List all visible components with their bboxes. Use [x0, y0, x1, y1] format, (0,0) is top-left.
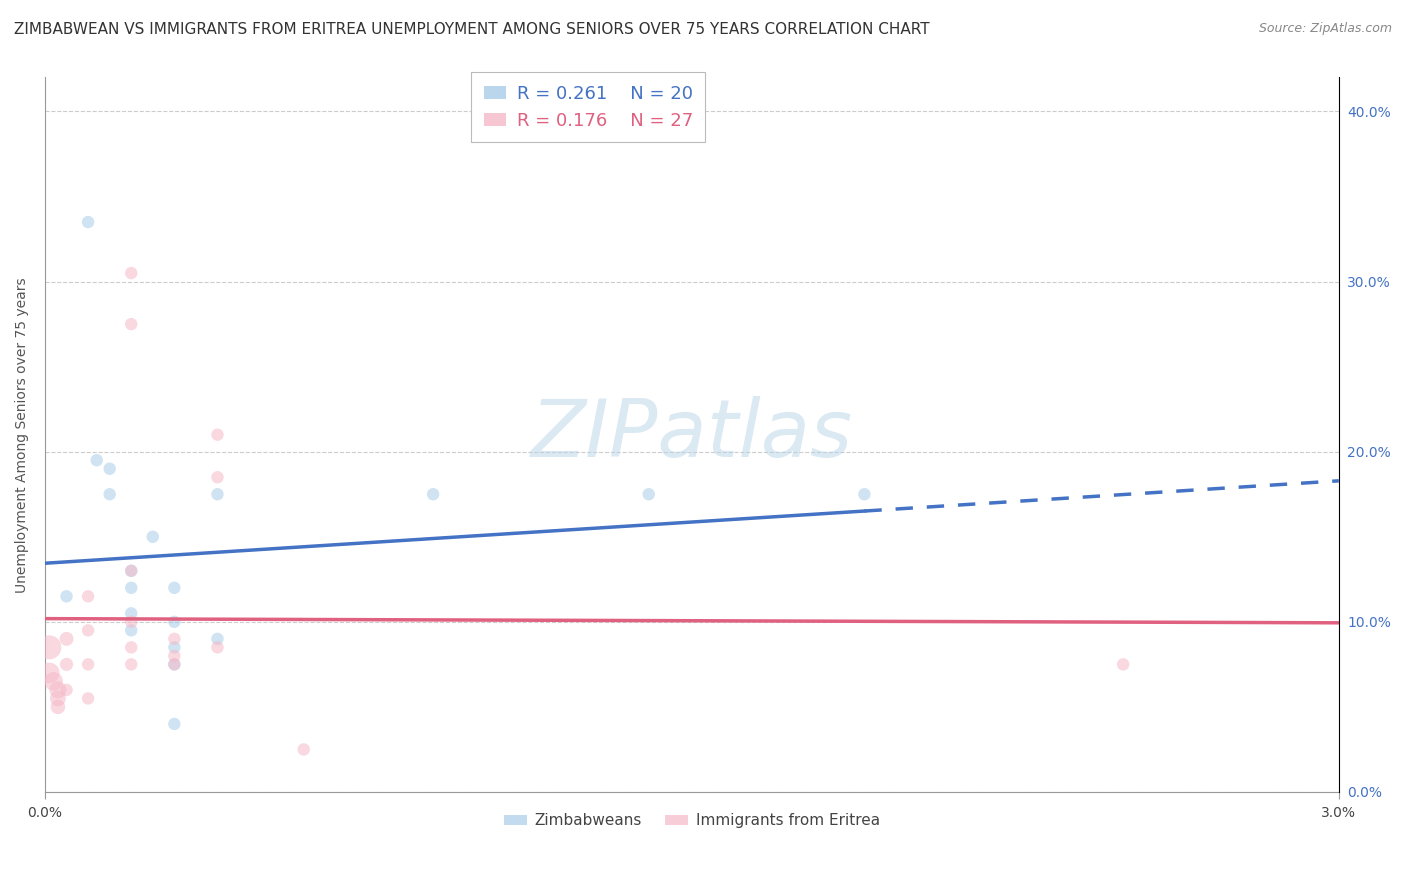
- Point: [1112, 657, 1135, 672]
- Point: [46, 691, 69, 706]
- Point: [163, 717, 186, 731]
- Point: [207, 427, 229, 442]
- Point: [55, 657, 77, 672]
- Point: [98, 461, 121, 475]
- Text: Source: ZipAtlas.com: Source: ZipAtlas.com: [1258, 22, 1392, 36]
- Point: [163, 657, 186, 672]
- Point: [163, 648, 186, 663]
- Point: [163, 657, 186, 672]
- Point: [422, 487, 444, 501]
- Point: [46, 699, 69, 714]
- Legend: Zimbabweans, Immigrants from Eritrea: Zimbabweans, Immigrants from Eritrea: [498, 807, 886, 834]
- Point: [142, 530, 165, 544]
- Point: [163, 640, 186, 655]
- Point: [120, 581, 142, 595]
- Point: [38, 665, 60, 680]
- Point: [120, 564, 142, 578]
- Point: [86, 453, 108, 467]
- Point: [120, 607, 142, 621]
- Point: [55, 682, 77, 697]
- Point: [46, 682, 69, 697]
- Point: [163, 581, 186, 595]
- Point: [77, 624, 100, 638]
- Point: [120, 640, 142, 655]
- Point: [55, 632, 77, 646]
- Point: [207, 470, 229, 484]
- Point: [77, 691, 100, 706]
- Point: [77, 590, 100, 604]
- Point: [77, 215, 100, 229]
- Point: [38, 640, 60, 655]
- Point: [853, 487, 876, 501]
- Text: ZIPatlas: ZIPatlas: [531, 396, 853, 474]
- Point: [120, 564, 142, 578]
- Point: [42, 674, 65, 689]
- Point: [207, 487, 229, 501]
- Point: [77, 657, 100, 672]
- Point: [120, 624, 142, 638]
- Point: [120, 266, 142, 280]
- Point: [98, 487, 121, 501]
- Point: [207, 640, 229, 655]
- Text: ZIMBABWEAN VS IMMIGRANTS FROM ERITREA UNEMPLOYMENT AMONG SENIORS OVER 75 YEARS C: ZIMBABWEAN VS IMMIGRANTS FROM ERITREA UN…: [14, 22, 929, 37]
- Point: [163, 632, 186, 646]
- Y-axis label: Unemployment Among Seniors over 75 years: Unemployment Among Seniors over 75 years: [15, 277, 30, 592]
- Point: [120, 317, 142, 331]
- Point: [292, 742, 315, 756]
- Point: [637, 487, 659, 501]
- Point: [120, 657, 142, 672]
- Point: [163, 615, 186, 629]
- Point: [207, 632, 229, 646]
- Point: [120, 615, 142, 629]
- Point: [55, 590, 77, 604]
